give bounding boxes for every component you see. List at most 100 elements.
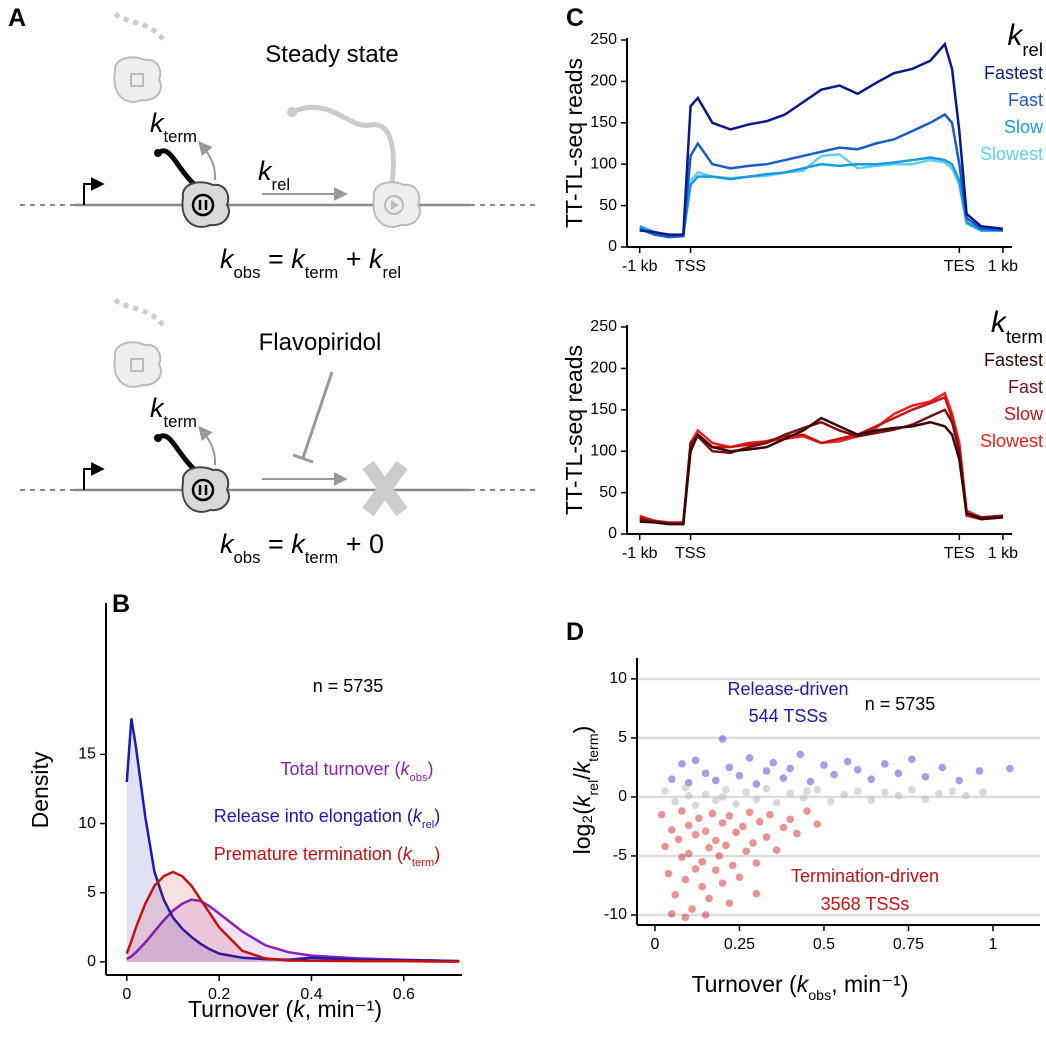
subscript: term — [305, 548, 338, 567]
symbol: k — [991, 306, 1008, 339]
nascent-rna — [158, 433, 197, 472]
point — [664, 869, 673, 878]
x-tick-label: 0.25 — [724, 936, 755, 953]
equation: kobs = kterm + 0 — [220, 529, 384, 567]
text-part: ) — [434, 844, 440, 864]
point — [688, 905, 696, 913]
x-tick-label: 1 — [989, 936, 998, 953]
point — [826, 797, 835, 806]
symbol: k — [403, 844, 413, 864]
series-line — [639, 391, 1004, 524]
point — [921, 773, 930, 781]
symbol: k — [150, 108, 165, 138]
k-term-label: kterm — [150, 108, 197, 146]
point — [830, 770, 838, 779]
k-term-label: kterm — [150, 393, 197, 431]
pause-icon — [191, 193, 215, 217]
symbol: k — [413, 806, 423, 826]
point — [701, 827, 710, 835]
y-tick-label: 15 — [78, 746, 96, 763]
subscript: rel — [422, 819, 434, 831]
point — [722, 786, 730, 794]
point — [698, 858, 707, 866]
point — [749, 839, 757, 847]
terminated-pol — [113, 341, 163, 388]
y-tick-label: 0 — [608, 238, 617, 255]
y-tick-label: 50 — [599, 197, 617, 214]
point — [728, 861, 737, 870]
point — [718, 793, 727, 801]
point — [779, 823, 788, 832]
term-arrow — [198, 425, 217, 466]
promoter-arrow — [83, 177, 105, 205]
stop-icon — [130, 73, 144, 87]
symbol: k — [291, 529, 306, 559]
point — [705, 843, 713, 852]
legend-label: Release into elongation (krel) — [214, 806, 441, 831]
point — [745, 808, 754, 817]
diagram-title: Flavopiridol — [259, 329, 382, 356]
subscript: term — [305, 263, 338, 282]
legend-label: Fast — [1008, 377, 1043, 397]
y-tick-label: -5 — [613, 847, 627, 864]
point — [935, 789, 943, 798]
point — [779, 774, 788, 782]
point — [668, 775, 676, 784]
series-line — [639, 152, 1003, 238]
symbol: k — [569, 760, 595, 773]
point — [691, 830, 700, 839]
point — [786, 764, 794, 773]
point — [752, 795, 761, 804]
point — [661, 842, 669, 851]
area-fill — [126, 718, 460, 962]
point — [881, 760, 889, 768]
subscript: rel — [383, 263, 402, 282]
text-part: ) — [569, 726, 595, 734]
annotation: Termination-driven — [791, 866, 939, 886]
symbol: k — [220, 244, 235, 274]
text-part: , min⁻¹) — [305, 996, 382, 1022]
y-tick-label: 5 — [87, 884, 96, 901]
point — [732, 828, 740, 837]
symbol: k — [293, 996, 306, 1022]
point — [1006, 764, 1014, 773]
point — [894, 769, 903, 778]
subscript: rel — [1022, 39, 1043, 60]
annotation: 544 TSSs — [749, 706, 828, 726]
point — [908, 755, 916, 763]
point — [955, 776, 963, 785]
point — [711, 866, 720, 874]
y-tick-label: 150 — [590, 114, 617, 131]
point — [674, 835, 683, 844]
point — [793, 829, 801, 838]
point — [708, 809, 717, 818]
legend-label: Fastest — [984, 63, 1043, 83]
subscript: obs — [410, 772, 428, 784]
stop-icon — [130, 358, 144, 372]
point — [684, 821, 693, 830]
y-tick-label: -10 — [604, 906, 627, 923]
subscript: term — [586, 733, 602, 762]
symbol: k — [1007, 19, 1024, 52]
point — [867, 796, 876, 805]
point — [752, 780, 761, 788]
y-tick-label: 0 — [618, 788, 627, 805]
point — [752, 859, 761, 867]
text-part: = — [260, 244, 291, 274]
legend-label: Slowest — [980, 431, 1043, 451]
legend-label: Slow — [1004, 117, 1044, 137]
legend-label: Slow — [1004, 404, 1044, 424]
point — [678, 807, 686, 815]
x-axis-title: Turnover (kobs, min⁻¹) — [691, 971, 908, 1004]
panel-label: B — [112, 590, 130, 618]
symbol: k — [150, 393, 165, 423]
x-tick-label: 0.75 — [893, 936, 924, 953]
point — [786, 789, 794, 798]
point — [678, 760, 686, 768]
subscript: rel — [586, 780, 602, 796]
y-tick-label: 50 — [599, 484, 617, 501]
equation: kobs = kterm + krel — [220, 244, 401, 282]
point — [762, 833, 771, 841]
point — [718, 879, 727, 887]
density-line — [126, 898, 460, 963]
